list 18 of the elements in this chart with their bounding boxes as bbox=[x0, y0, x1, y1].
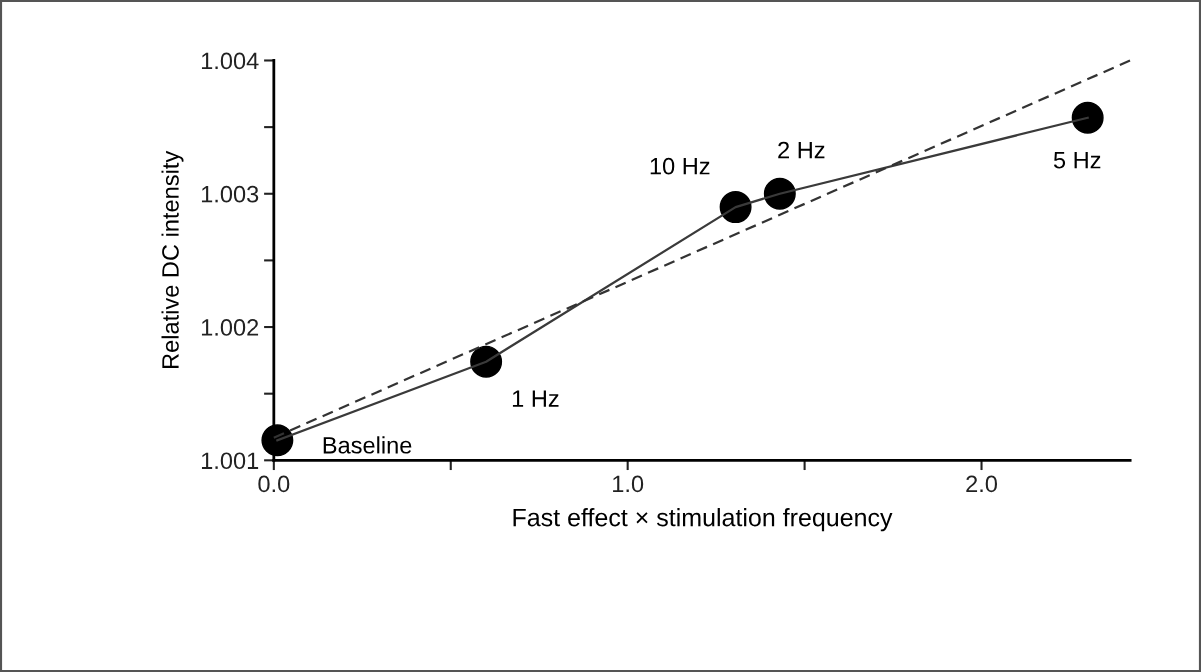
y-tick-label: 1.002 bbox=[201, 319, 259, 336]
y-tick-label: 1.003 bbox=[201, 185, 259, 203]
annotation: 10 Hz bbox=[650, 157, 710, 175]
annotation: 1 Hz bbox=[512, 390, 559, 407]
y-tick-label: 1.004 bbox=[201, 52, 259, 70]
point bbox=[763, 177, 796, 210]
annotation: 2 Hz bbox=[778, 141, 825, 159]
point bbox=[470, 345, 503, 378]
annotation: Baseline bbox=[323, 436, 412, 454]
y-axis-title: Relative DC intensity bbox=[161, 150, 184, 369]
y-tick-label: 1.001 bbox=[201, 452, 259, 470]
point bbox=[1071, 101, 1104, 134]
point bbox=[719, 191, 752, 224]
x-axis-title: Fast effect × stimulation frequency bbox=[513, 508, 893, 532]
x-tick-label: 2.0 bbox=[966, 475, 998, 493]
x-tick-label: 0.0 bbox=[258, 475, 290, 493]
annotation: 5 Hz bbox=[1053, 152, 1101, 169]
x-tick-label: 1.0 bbox=[613, 475, 644, 493]
